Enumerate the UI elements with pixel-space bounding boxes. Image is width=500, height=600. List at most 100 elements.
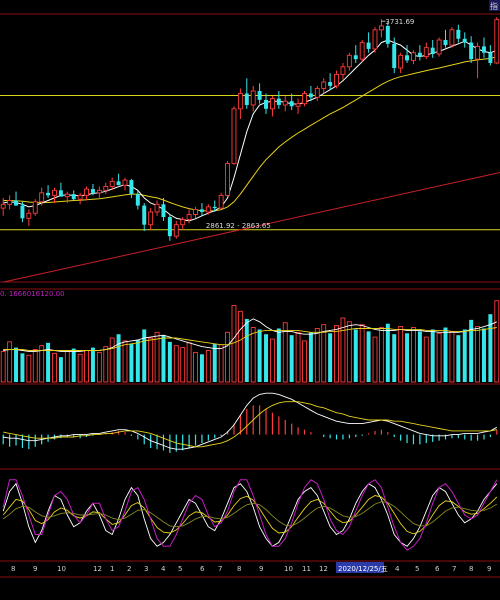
volume-bar[interactable] (154, 331, 160, 383)
candle-body[interactable] (392, 43, 397, 69)
candle-body[interactable] (231, 108, 237, 165)
candle-body[interactable] (90, 189, 95, 193)
candle-body[interactable] (289, 101, 294, 107)
candle-body[interactable] (116, 181, 121, 186)
candle-body[interactable] (334, 73, 339, 87)
candle-body[interactable] (430, 47, 435, 55)
volume-bar[interactable] (392, 334, 397, 382)
volume-bar[interactable] (282, 322, 288, 383)
candle-body[interactable] (462, 38, 467, 43)
volume-bar[interactable] (366, 331, 371, 382)
candle-body[interactable] (39, 192, 45, 203)
volume-bar[interactable] (58, 357, 63, 382)
volume-bar[interactable] (378, 327, 384, 383)
candle-body[interactable] (346, 54, 352, 68)
volume-bar[interactable] (359, 324, 365, 383)
volume-bar[interactable] (264, 334, 269, 382)
volume-bar[interactable] (180, 347, 186, 383)
candle-body[interactable] (366, 42, 371, 49)
candle-body[interactable] (353, 55, 358, 60)
volume-bar[interactable] (109, 337, 115, 383)
volume-bar[interactable] (456, 335, 461, 382)
volume-bar[interactable] (64, 350, 70, 383)
candle-body[interactable] (58, 190, 63, 197)
corner-indicator-glyph[interactable]: 指 (490, 1, 498, 11)
candle-body[interactable] (449, 29, 455, 46)
candle-body[interactable] (417, 52, 422, 57)
candle-body[interactable] (167, 217, 172, 237)
volume-bar[interactable] (173, 345, 179, 383)
volume-bar[interactable] (372, 336, 378, 383)
volume-bar[interactable] (212, 343, 217, 382)
candle-body[interactable] (436, 39, 442, 55)
candle-body[interactable] (488, 52, 493, 63)
volume-bar[interactable] (494, 300, 500, 383)
volume-bar[interactable] (199, 354, 204, 382)
volume-bar[interactable] (269, 338, 275, 383)
volume-bar[interactable] (225, 331, 231, 383)
candle-body[interactable] (276, 98, 281, 105)
candle-body[interactable] (456, 29, 461, 39)
candle-body[interactable] (443, 40, 448, 46)
volume-bar[interactable] (116, 334, 121, 382)
candle-body[interactable] (52, 189, 57, 196)
volume-bar[interactable] (20, 353, 25, 382)
volume-bar[interactable] (411, 327, 416, 383)
macd-panel[interactable] (2, 392, 498, 453)
candle-body[interactable] (218, 194, 224, 209)
volume-bar[interactable] (276, 328, 281, 382)
volume-bar[interactable] (0, 350, 6, 383)
candle-body[interactable] (122, 179, 128, 186)
candle-body[interactable] (46, 192, 51, 196)
volume-bar[interactable] (353, 329, 358, 382)
candle-body[interactable] (314, 87, 320, 98)
volume-bar[interactable] (84, 350, 89, 383)
volume-bar[interactable] (321, 324, 327, 383)
volume-panel[interactable]: 0. 1666016120.00 (0, 290, 500, 383)
candle-body[interactable] (269, 98, 275, 110)
volume-bar[interactable] (46, 342, 51, 382)
volume-bar[interactable] (475, 326, 481, 383)
candle-body[interactable] (321, 81, 327, 89)
candle-body[interactable] (77, 194, 83, 200)
candle-body[interactable] (186, 214, 192, 221)
candle-body[interactable] (205, 206, 211, 213)
candle-body[interactable] (405, 55, 410, 61)
volume-bar[interactable] (237, 310, 243, 383)
candle-body[interactable] (142, 205, 147, 225)
candle-body[interactable] (135, 194, 140, 206)
candle-body[interactable] (14, 200, 19, 206)
volume-bar[interactable] (334, 325, 339, 383)
volume-bar[interactable] (443, 327, 448, 382)
candle-body[interactable] (148, 211, 154, 226)
volume-bar[interactable] (398, 326, 404, 383)
volume-bar[interactable] (32, 349, 38, 383)
volume-bar[interactable] (405, 333, 410, 382)
candle-body[interactable] (340, 66, 346, 75)
volume-bar[interactable] (469, 319, 474, 382)
candle-body[interactable] (398, 54, 404, 69)
volume-bar[interactable] (289, 335, 294, 382)
candle-body[interactable] (225, 163, 231, 196)
candle-body[interactable] (71, 194, 76, 200)
volume-bar[interactable] (314, 328, 320, 383)
volume-bar[interactable] (167, 341, 172, 382)
volume-bar[interactable] (142, 329, 147, 382)
candle-body[interactable] (20, 205, 25, 219)
volume-bar[interactable] (52, 352, 57, 383)
candle-body[interactable] (264, 99, 269, 109)
volume-bar[interactable] (231, 305, 237, 383)
volume-bar[interactable] (96, 351, 102, 383)
volume-bar[interactable] (135, 339, 140, 382)
price-panel[interactable]: 3731.69 2861.92 - 2863.65 (0, 17, 500, 283)
candle-body[interactable] (96, 189, 102, 194)
volume-bar[interactable] (423, 336, 429, 383)
candle-body[interactable] (84, 188, 89, 196)
candle-body[interactable] (328, 82, 333, 86)
volume-bar[interactable] (122, 340, 128, 383)
volume-bar[interactable] (449, 330, 455, 383)
volume-bar[interactable] (148, 337, 154, 383)
volume-bar[interactable] (328, 333, 333, 382)
volume-bar[interactable] (346, 321, 352, 383)
